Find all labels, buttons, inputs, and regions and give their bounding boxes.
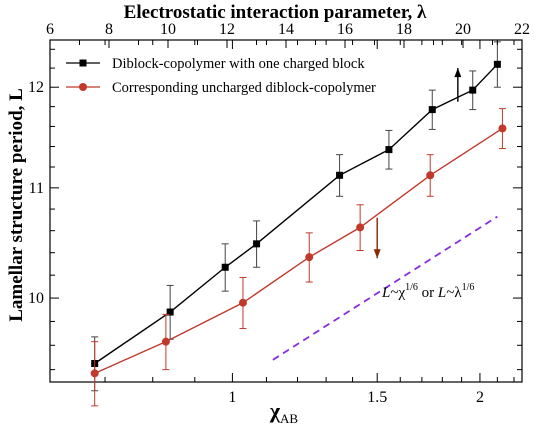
series-1-point-3 xyxy=(253,240,261,248)
series-2-point-2 xyxy=(238,298,247,307)
annotation-L1: L xyxy=(381,285,390,301)
top-tick-label-3: 12 xyxy=(219,21,235,38)
top-tick-label-8: 22 xyxy=(514,21,530,38)
annotation-exp2: 1/6 xyxy=(462,282,475,293)
series-2-point-3 xyxy=(305,253,314,262)
series-2-point-4 xyxy=(356,223,365,232)
series-2-line xyxy=(94,127,503,374)
top-tick-label-4: 14 xyxy=(278,21,294,38)
annotation-chi: ~χ xyxy=(390,285,405,301)
scaling-annotation: L~χ1/6 or L~λ1/6 xyxy=(381,282,474,301)
top-axis-title: Electrostatic interaction parameter, λ xyxy=(124,2,427,23)
top-tick-label-0: 6 xyxy=(46,21,54,38)
arrow-head-1 xyxy=(373,249,381,259)
series-1-point-2 xyxy=(221,263,229,271)
series-1-point-7 xyxy=(469,86,477,94)
y-tick-label-0: 10 xyxy=(28,290,44,307)
reference-line-layer xyxy=(272,215,498,361)
x-axis-title-main: χ xyxy=(269,398,281,423)
legend: Diblock-copolymer with one charged block… xyxy=(66,56,376,96)
x-tick-label-2: 2 xyxy=(476,389,484,406)
annotation-exp1: 1/6 xyxy=(405,282,418,293)
arrow-head-0 xyxy=(454,68,462,78)
annotation-or: or xyxy=(418,285,438,301)
arrow-layer xyxy=(373,68,462,259)
series-2-point-6 xyxy=(498,124,507,133)
legend-label-series-1: Diblock-copolymer with one charged block xyxy=(112,56,365,72)
annotation-L2: L xyxy=(437,285,446,301)
series-1-point-1 xyxy=(166,308,174,316)
series-1-point-8 xyxy=(493,60,501,68)
series-2-point-5 xyxy=(426,171,435,180)
top-tick-label-7: 20 xyxy=(455,21,471,38)
tick-layer: 1 1.5 2 6 8 10 12 14 16 18 20 22 10 11 12 xyxy=(28,21,530,406)
y-axis-title: Lamellar structure period, L xyxy=(6,88,27,322)
x-tick-label-0: 1 xyxy=(228,389,236,406)
series-layer xyxy=(90,41,507,407)
series-1-point-5 xyxy=(385,146,393,154)
top-tick-label-2: 10 xyxy=(160,21,176,38)
series-1-point-4 xyxy=(336,171,344,179)
annotation-lambda: ~λ xyxy=(446,285,462,301)
y-tick-label-1: 11 xyxy=(29,180,44,197)
legend-label-series-2: Corresponding uncharged diblock-copolyme… xyxy=(112,80,376,96)
series-2-point-0 xyxy=(90,369,99,378)
y-tick-label-2: 12 xyxy=(28,79,44,96)
x-axis-title-sub: AB xyxy=(280,411,298,426)
series-1-point-6 xyxy=(428,106,436,114)
series-2-point-1 xyxy=(161,337,170,346)
top-tick-label-6: 18 xyxy=(396,21,412,38)
x-tick-label-1: 1.5 xyxy=(367,389,387,406)
y-axis-title-text: Lamellar structure period, L xyxy=(6,88,27,322)
legend-marker-series-1 xyxy=(79,59,87,67)
top-tick-label-1: 8 xyxy=(105,21,113,38)
series-1-line xyxy=(94,63,498,365)
reference-dashed-line xyxy=(272,215,498,361)
x-axis-title: χAB xyxy=(269,398,299,426)
legend-marker-series-2 xyxy=(79,83,87,91)
top-tick-label-5: 16 xyxy=(337,21,353,38)
